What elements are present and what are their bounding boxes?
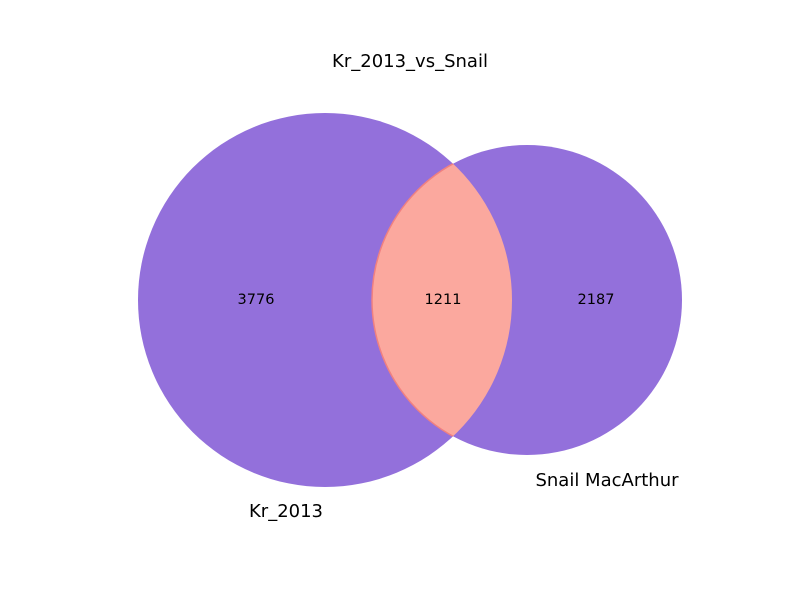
count-intersection: 1211	[425, 292, 462, 308]
count-snail-only: 2187	[578, 292, 615, 308]
venn-intersection-region	[371, 144, 512, 456]
set-label-snail: Snail MacArthur	[535, 470, 679, 491]
chart-title: Kr_2013_vs_Snail	[332, 51, 488, 72]
set-label-kr2013: Kr_2013	[249, 501, 323, 522]
count-kr2013-only: 3776	[238, 292, 275, 308]
